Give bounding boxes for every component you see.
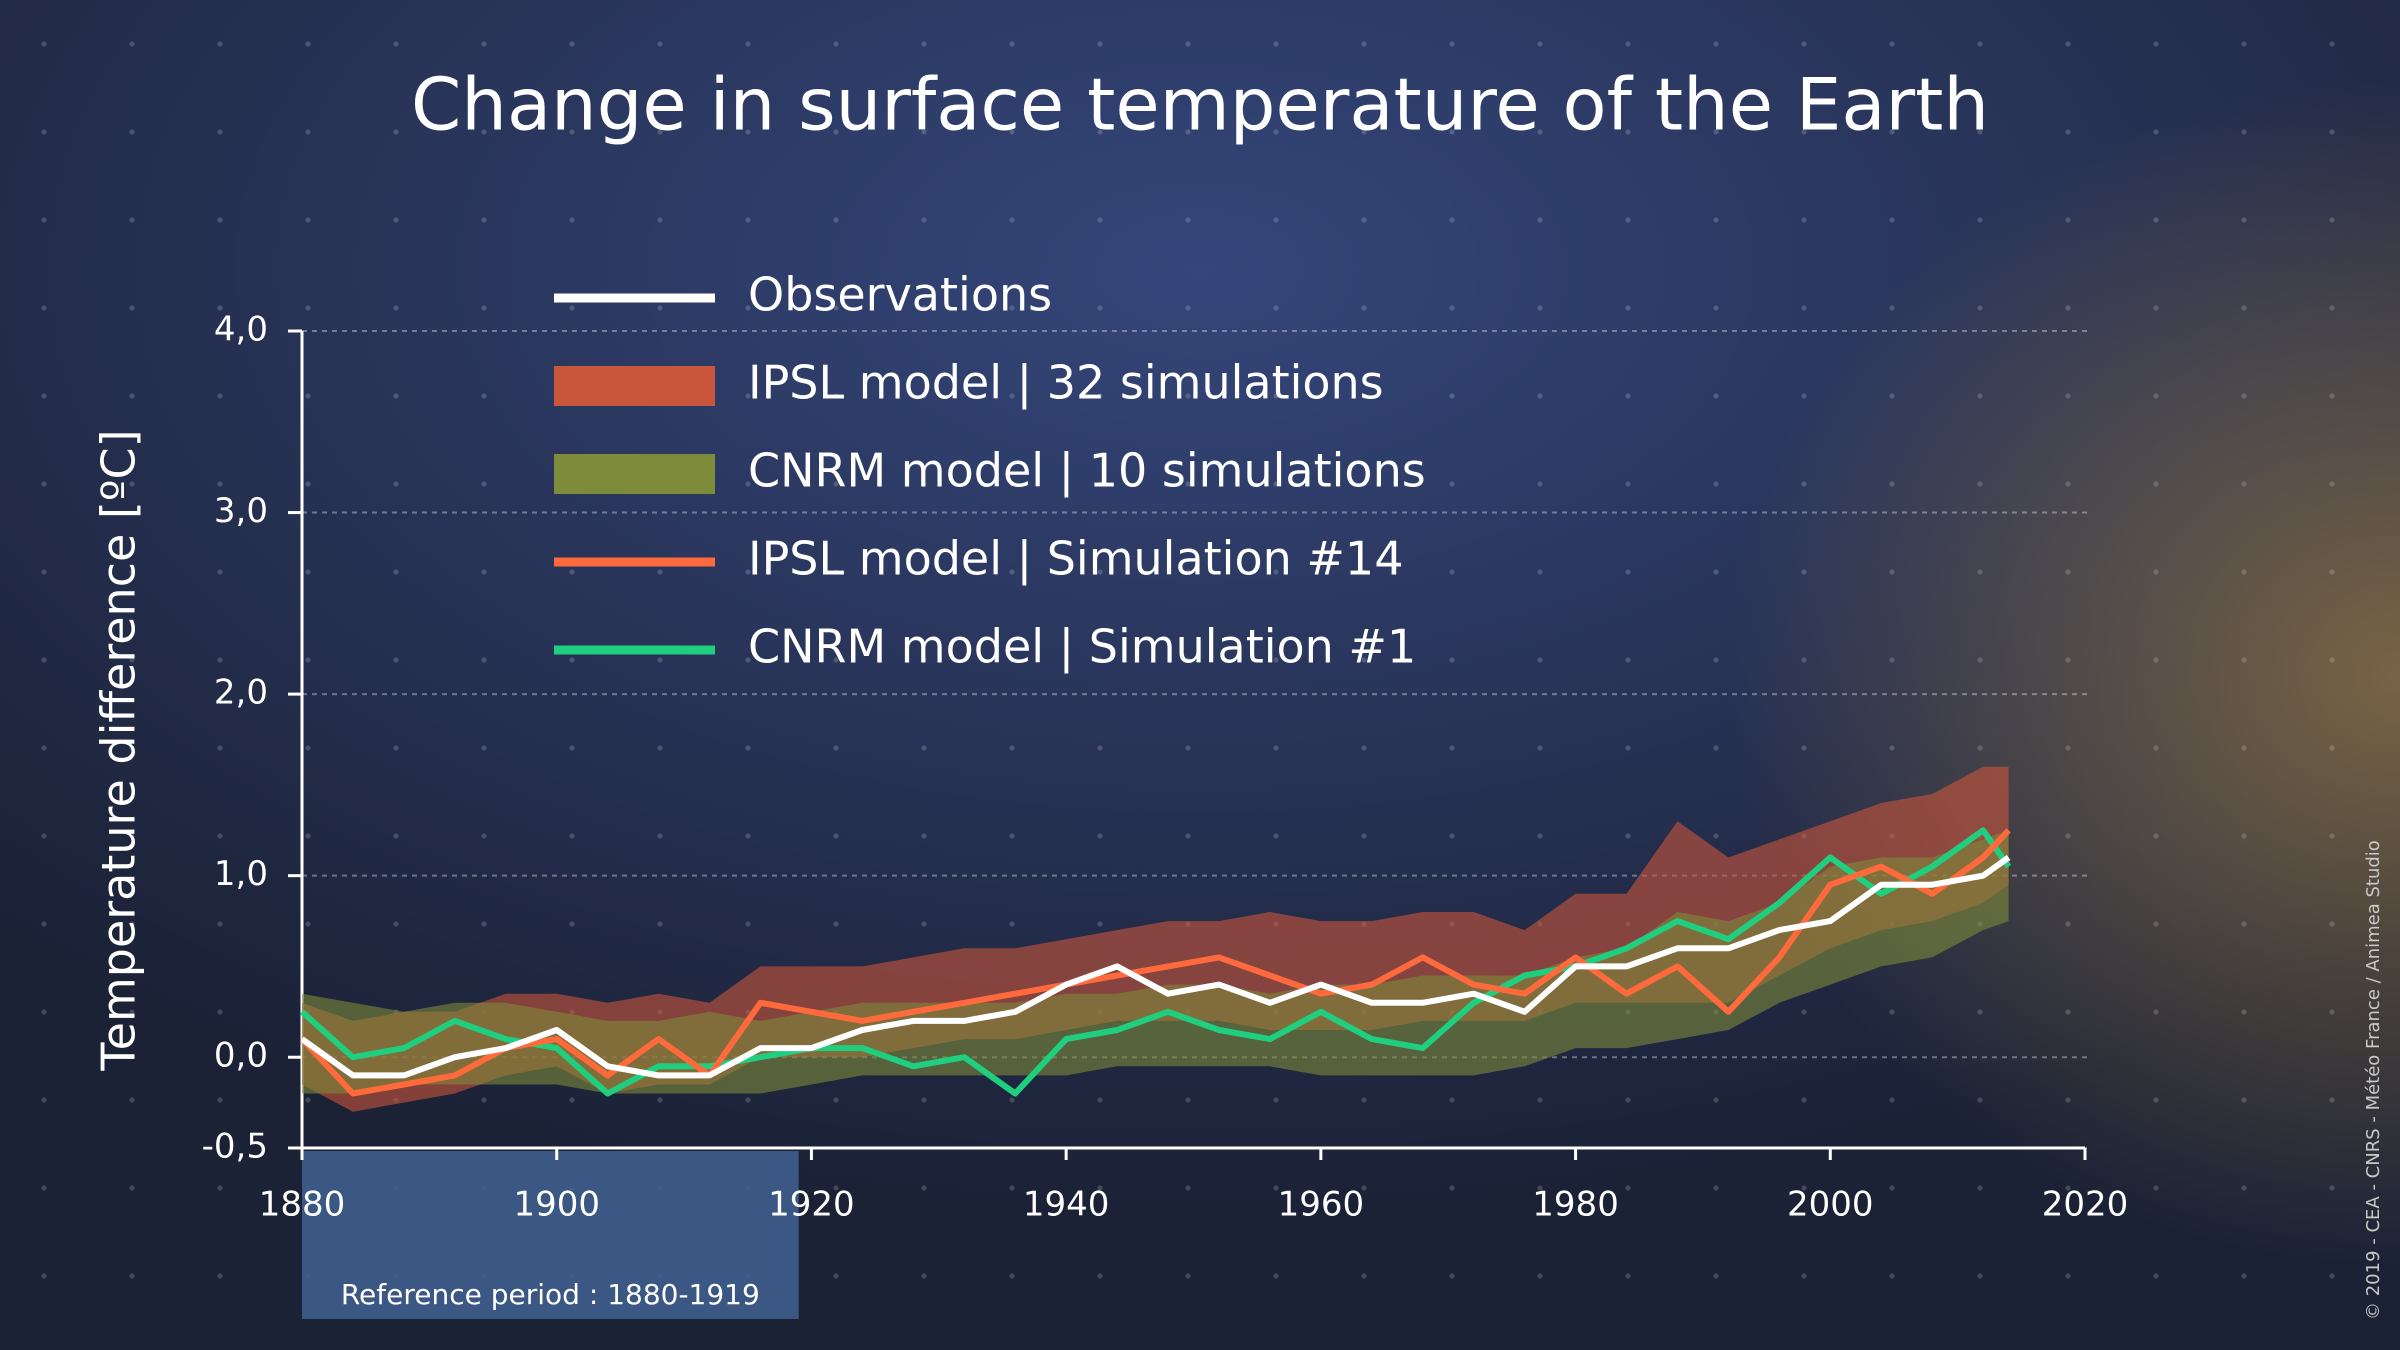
legend-label: CNRM model | 10 simulations [748, 444, 1426, 499]
x-tick-label: 1880 [259, 1185, 346, 1225]
credit: © 2019 - CEA - CNRS - Météo France / Ani… [2363, 840, 2384, 1320]
legend-label: Observations [748, 268, 1052, 322]
y-tick-label: 4,0 [214, 310, 268, 350]
x-tick-label: 2020 [2042, 1185, 2129, 1225]
legend-swatch [554, 454, 715, 494]
y-tick-label: 2,0 [214, 673, 268, 713]
legend-label: IPSL model | Simulation #14 [748, 532, 1403, 587]
x-tick-label: 1980 [1532, 1185, 1619, 1225]
legend-label: CNRM model | Simulation #1 [748, 620, 1416, 675]
reference-period [302, 1151, 799, 1319]
band [302, 830, 2009, 1094]
y-tick-label: 3,0 [214, 491, 268, 531]
x-tick-label: 1920 [768, 1185, 855, 1225]
x-tick-label: 2000 [1787, 1185, 1874, 1225]
y-axis-label: Temperature difference [ºC] [92, 429, 146, 1071]
series-line [299, 828, 2011, 1097]
reference-period-label: Reference period : 1880-1919 [341, 1278, 760, 1311]
legend-label: IPSL model | 32 simulations [748, 356, 1384, 411]
x-tick-label: 1900 [513, 1185, 600, 1225]
x-tick-label: 1960 [1278, 1185, 1365, 1225]
series-line [300, 827, 2012, 1097]
legend-swatch [554, 366, 715, 406]
chart-title: Change in surface temperature of the Ear… [411, 63, 1989, 147]
x-tick-label: 1940 [1023, 1185, 1110, 1225]
y-tick-label: -0,5 [202, 1127, 268, 1167]
series-line [300, 855, 2011, 1079]
y-tick-label: 1,0 [214, 854, 268, 894]
y-tick-label: 0,0 [214, 1036, 268, 1076]
